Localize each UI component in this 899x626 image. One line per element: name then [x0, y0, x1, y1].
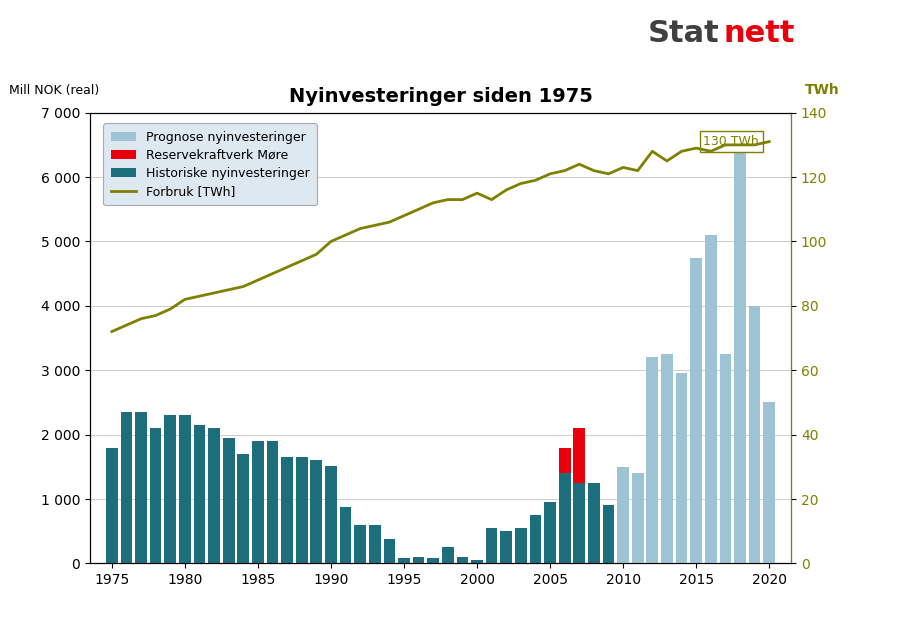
Bar [749, 306, 761, 563]
Bar [734, 151, 746, 563]
Bar [588, 483, 600, 563]
Bar [369, 525, 380, 563]
Bar [427, 558, 439, 563]
Bar [559, 448, 571, 473]
Bar [530, 515, 541, 563]
Bar [457, 557, 468, 563]
Bar [705, 235, 717, 563]
Bar [209, 428, 220, 563]
Title: Nyinvesteringer siden 1975: Nyinvesteringer siden 1975 [289, 86, 592, 106]
Bar [676, 374, 688, 563]
Bar [544, 502, 556, 563]
Bar [501, 531, 512, 563]
Text: Stat: Stat [647, 19, 719, 48]
Bar [661, 354, 672, 563]
Bar [646, 357, 658, 563]
Bar [485, 528, 497, 563]
Bar [310, 460, 322, 563]
Bar [574, 428, 585, 483]
Bar [267, 441, 279, 563]
Bar [252, 441, 263, 563]
Bar [354, 525, 366, 563]
Bar [602, 505, 614, 563]
Bar [281, 457, 293, 563]
Bar [106, 448, 118, 563]
Bar [223, 438, 235, 563]
Bar [618, 467, 629, 563]
Bar [515, 528, 527, 563]
Text: nett: nett [724, 19, 796, 48]
Bar [398, 558, 410, 563]
Bar [193, 425, 205, 563]
Bar [413, 557, 424, 563]
Bar [135, 412, 147, 563]
Bar [574, 483, 585, 563]
Bar [237, 454, 249, 563]
Bar [632, 473, 644, 563]
Bar [296, 457, 307, 563]
Bar [719, 354, 731, 563]
Bar [384, 539, 396, 563]
Bar [150, 428, 162, 563]
Text: 130 TWh: 130 TWh [704, 135, 760, 148]
Bar [559, 473, 571, 563]
Bar [325, 466, 337, 563]
Bar [442, 547, 454, 563]
Bar [340, 508, 352, 563]
Bar [179, 415, 191, 563]
Bar [690, 257, 702, 563]
Bar [471, 560, 483, 563]
Text: TWh: TWh [805, 83, 840, 97]
Bar [120, 412, 132, 563]
Bar [763, 403, 775, 563]
Legend: Prognose nyinvesteringer, Reservekraftverk Møre, Historiske nyinvesteringer, For: Prognose nyinvesteringer, Reservekraftve… [103, 123, 317, 205]
Text: Mill NOK (real): Mill NOK (real) [9, 84, 99, 97]
Bar [165, 415, 176, 563]
